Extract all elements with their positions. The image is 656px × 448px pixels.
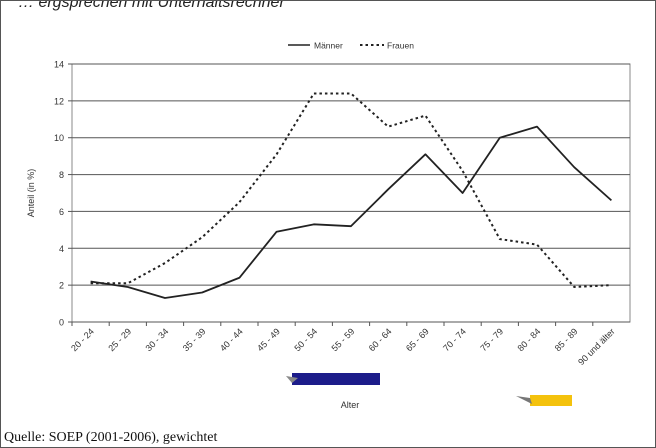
y-tick-label: 6	[59, 207, 64, 217]
series-line-maenner	[90, 125, 612, 299]
x-tick-label: 30 - 34	[144, 326, 171, 353]
y-tick-label: 12	[54, 96, 64, 106]
highlight-arrow-yellow	[516, 396, 532, 404]
highlight-bar-yellow	[530, 395, 572, 406]
y-axis-label: Anteil (in %)	[26, 169, 36, 218]
source-note: Quelle: SOEP (2001-2006), gewichtet	[4, 430, 218, 445]
x-tick-label: 25 - 29	[106, 326, 133, 353]
x-tick-label: 20 - 24	[69, 326, 96, 353]
y-tick-label: 0	[59, 318, 64, 328]
header-text: … ergsprechen mit Unterhaltsrechner	[18, 0, 285, 11]
x-tick-label: 70 - 74	[441, 326, 468, 353]
x-tick-label: 35 - 39	[181, 326, 208, 353]
x-tick-label: 75 - 79	[478, 326, 505, 353]
highlight-bar-blue	[292, 373, 380, 385]
highlight-arrow-blue	[286, 376, 298, 383]
x-tick-label: 40 - 44	[218, 326, 245, 353]
y-tick-label: 10	[54, 133, 64, 143]
x-axis-label: Alter	[341, 400, 360, 410]
x-tick-label: 80 - 84	[516, 326, 543, 353]
x-tick-label: 45 - 49	[255, 326, 282, 353]
y-tick-label: 8	[59, 170, 64, 180]
legend-label-maenner: Männer	[314, 41, 343, 51]
legend-label-frauen: Frauen	[387, 41, 414, 51]
y-tick-label: 4	[59, 244, 64, 254]
y-tick-label: 14	[54, 60, 64, 70]
x-tick-label: 55 - 59	[330, 326, 357, 353]
plot-area	[71, 63, 631, 323]
y-tick-label: 2	[59, 281, 64, 291]
x-tick-label: 65 - 69	[404, 326, 431, 353]
x-tick-label: 60 - 64	[367, 326, 394, 353]
x-tick-label: 85 - 89	[553, 326, 580, 353]
x-tick-label: 50 - 54	[292, 326, 319, 353]
x-tick-label: 90 und älter	[576, 326, 617, 367]
series-line-frauen	[90, 92, 612, 288]
